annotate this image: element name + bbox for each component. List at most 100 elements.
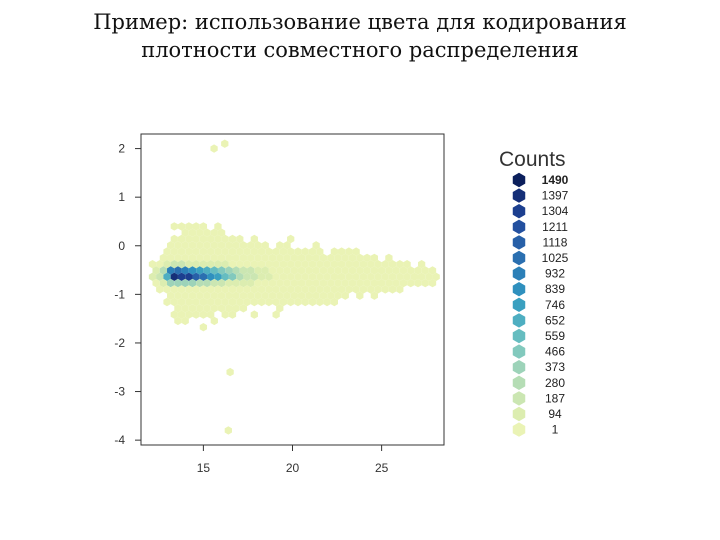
hex-cell [243, 297, 251, 307]
hex-cell [163, 247, 171, 256]
hex-cell [188, 241, 197, 250]
hex-cell [210, 228, 218, 237]
hex-cell [363, 253, 371, 263]
hex-cell [403, 272, 411, 281]
hex-cell [159, 278, 168, 288]
hex-cell [217, 228, 226, 237]
hex-cell [381, 285, 389, 294]
hex-cell [203, 304, 211, 313]
hex-cell [177, 247, 186, 256]
hex-cell [177, 272, 186, 281]
legend-swatch [512, 204, 526, 219]
hex-cell [370, 266, 378, 275]
hex-cell [367, 260, 375, 269]
hex-cell [312, 253, 320, 263]
hex-cell [217, 278, 226, 288]
hex-cell [370, 291, 378, 300]
hex-cell [319, 253, 328, 263]
hex-cell [308, 285, 317, 294]
hex-cell [301, 285, 309, 294]
hex-cell [418, 272, 426, 281]
hex-cell [352, 285, 360, 294]
hex-cell [156, 285, 164, 294]
hex-cell [323, 285, 331, 294]
legend-label: 652 [545, 313, 565, 327]
hex-cell [170, 247, 178, 256]
hex-cell [312, 278, 320, 288]
hex-cell [254, 253, 262, 263]
hex-cell [217, 266, 226, 275]
hex-cell [254, 266, 262, 275]
hex-cell [185, 260, 193, 269]
hex-cell [167, 266, 175, 275]
hex-cell [370, 278, 378, 288]
hex-cell [232, 278, 240, 288]
hex-cell [283, 253, 291, 263]
hex-cell [341, 253, 349, 263]
hex-cell [396, 272, 404, 281]
hex-cell [210, 253, 218, 263]
hex-cell [163, 285, 171, 294]
hex-cell [250, 272, 258, 281]
hex-cell [381, 260, 389, 269]
hex-cell [268, 266, 277, 275]
hex-cell [243, 247, 251, 256]
hex-cell [199, 297, 208, 307]
y-tick-label: 2 [118, 142, 125, 156]
hex-cell [319, 291, 328, 300]
hex-cell [174, 241, 182, 250]
hex-cell [181, 228, 189, 237]
hex-cell [276, 278, 284, 288]
legend-label: 932 [545, 267, 565, 281]
hex-cell [330, 247, 338, 256]
hex-cell [167, 253, 175, 263]
hex-cell [225, 241, 233, 250]
hex-cell [156, 260, 164, 269]
hex-cell [276, 304, 284, 313]
hex-cell [207, 297, 215, 307]
hex-cell [341, 278, 349, 288]
hex-cell [316, 247, 324, 256]
hex-cell [290, 253, 298, 263]
hex-cell [236, 247, 244, 256]
hex-cell [192, 297, 200, 307]
hex-cell [265, 285, 273, 294]
hex-cell [170, 234, 178, 244]
hex-cell [181, 266, 189, 275]
hex-cell [207, 247, 215, 256]
legend-swatch [512, 375, 526, 390]
hex-cell [221, 297, 229, 307]
hex-cell [414, 278, 422, 288]
y-tick-label: -4 [114, 433, 125, 447]
legend-swatch [512, 235, 526, 250]
hex-cell [199, 285, 208, 294]
legend-swatch [512, 360, 526, 375]
hex-cell [337, 247, 346, 256]
hex-cell [301, 260, 309, 269]
hex-cell [210, 291, 218, 300]
hex-cell [374, 285, 382, 294]
hex-cell [294, 247, 302, 256]
hex-cell [261, 253, 269, 263]
hex-cell [283, 278, 291, 288]
hex-cell [283, 291, 291, 300]
hex-cell [327, 278, 335, 288]
hex-cell [272, 297, 280, 307]
hex-cell [185, 234, 193, 244]
hex-cell [257, 272, 266, 281]
hex-cell [181, 253, 189, 263]
hex-cell [243, 272, 251, 281]
hex-cell [170, 260, 178, 269]
hex-cell [410, 272, 418, 281]
hex-cell [385, 266, 393, 275]
hex-cell [407, 266, 415, 275]
legend-swatch [512, 172, 526, 188]
hex-cell [316, 285, 324, 294]
hex-cell [225, 253, 233, 263]
hex-cell [305, 253, 313, 263]
hex-cell [181, 241, 189, 250]
hex-cell [301, 272, 309, 281]
hex-cell [148, 272, 157, 281]
hex-cell [305, 278, 313, 288]
hex-cell [334, 253, 342, 263]
